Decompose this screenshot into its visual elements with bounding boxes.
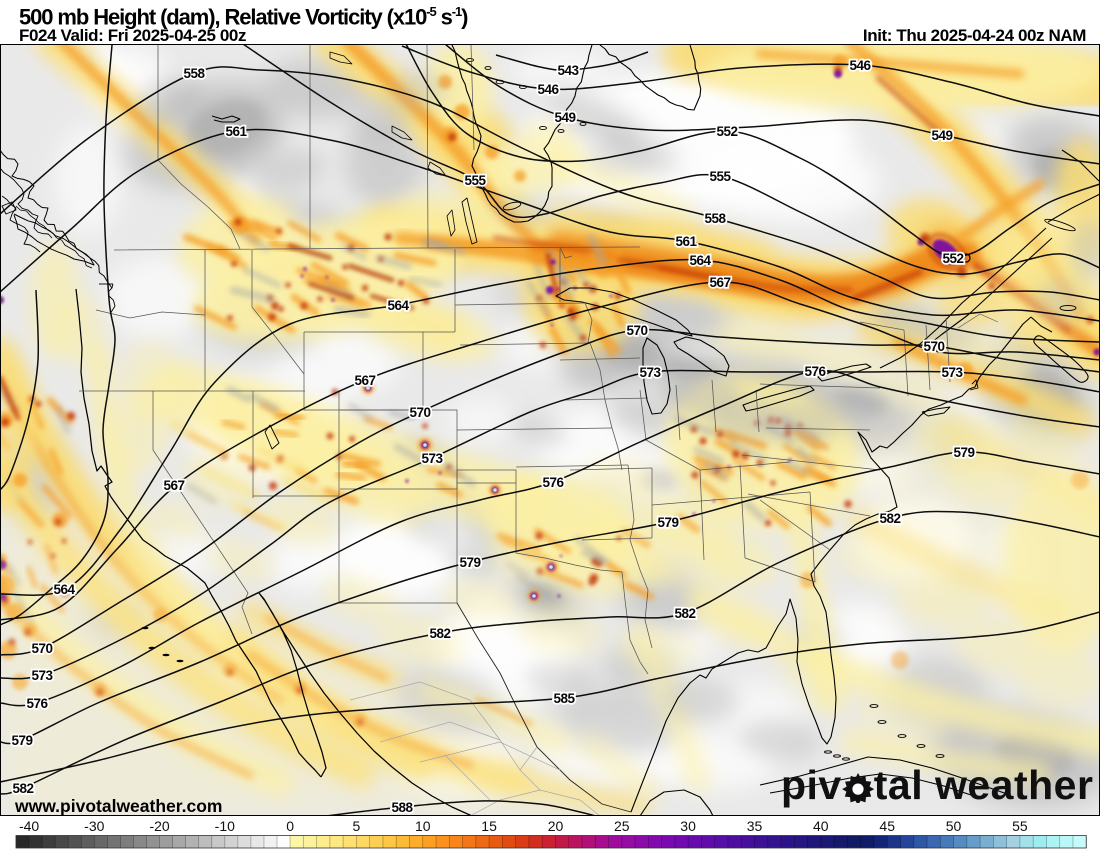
svg-text:558: 558: [183, 66, 205, 81]
svg-text:0: 0: [286, 818, 294, 834]
svg-text:561: 561: [675, 234, 697, 249]
svg-text:20: 20: [548, 818, 564, 834]
svg-text:576: 576: [26, 696, 48, 711]
svg-text:552: 552: [942, 251, 963, 266]
svg-text:564: 564: [53, 582, 75, 597]
svg-text:558: 558: [704, 211, 726, 226]
svg-text:564: 564: [387, 298, 409, 313]
svg-text:573: 573: [421, 451, 443, 466]
svg-text:582: 582: [879, 511, 900, 526]
svg-text:570: 570: [409, 405, 430, 420]
svg-text:570: 570: [626, 323, 647, 338]
svg-text:579: 579: [657, 515, 678, 530]
svg-text:573: 573: [941, 365, 963, 380]
svg-text:40: 40: [813, 818, 829, 834]
svg-text:588: 588: [391, 800, 413, 815]
svg-text:561: 561: [225, 124, 247, 139]
svg-text:585: 585: [553, 691, 575, 706]
svg-text:-40: -40: [19, 818, 39, 834]
svg-text:582: 582: [12, 781, 33, 796]
svg-text:35: 35: [747, 818, 763, 834]
svg-text:573: 573: [639, 365, 661, 380]
svg-text:15: 15: [481, 818, 497, 834]
svg-text:25: 25: [614, 818, 630, 834]
svg-text:567: 567: [709, 275, 730, 290]
svg-text:576: 576: [804, 364, 826, 379]
svg-text:570: 570: [31, 641, 52, 656]
svg-text:-20: -20: [149, 818, 169, 834]
svg-text:552: 552: [716, 124, 737, 139]
svg-text:567: 567: [354, 373, 375, 388]
svg-text:-30: -30: [84, 818, 104, 834]
svg-text:30: 30: [680, 818, 696, 834]
svg-text:543: 543: [557, 63, 579, 78]
svg-text:5: 5: [353, 818, 361, 834]
svg-text:555: 555: [464, 173, 486, 188]
svg-text:546: 546: [849, 58, 871, 73]
svg-text:579: 579: [459, 555, 480, 570]
svg-text:582: 582: [674, 606, 695, 621]
svg-text:567: 567: [163, 478, 184, 493]
svg-text:576: 576: [542, 475, 564, 490]
svg-text:549: 549: [931, 128, 952, 143]
svg-text:50: 50: [946, 818, 962, 834]
svg-text:570: 570: [923, 339, 944, 354]
svg-text:549: 549: [554, 110, 575, 125]
svg-text:55: 55: [1012, 818, 1028, 834]
svg-text:45: 45: [879, 818, 895, 834]
svg-text:564: 564: [689, 253, 711, 268]
svg-text:555: 555: [709, 169, 731, 184]
svg-text:546: 546: [537, 82, 559, 97]
svg-text:579: 579: [11, 733, 32, 748]
svg-text:-10: -10: [215, 818, 235, 834]
svg-text:573: 573: [31, 668, 53, 683]
svg-text:582: 582: [429, 626, 450, 641]
svg-text:579: 579: [953, 445, 974, 460]
svg-text:10: 10: [415, 818, 431, 834]
